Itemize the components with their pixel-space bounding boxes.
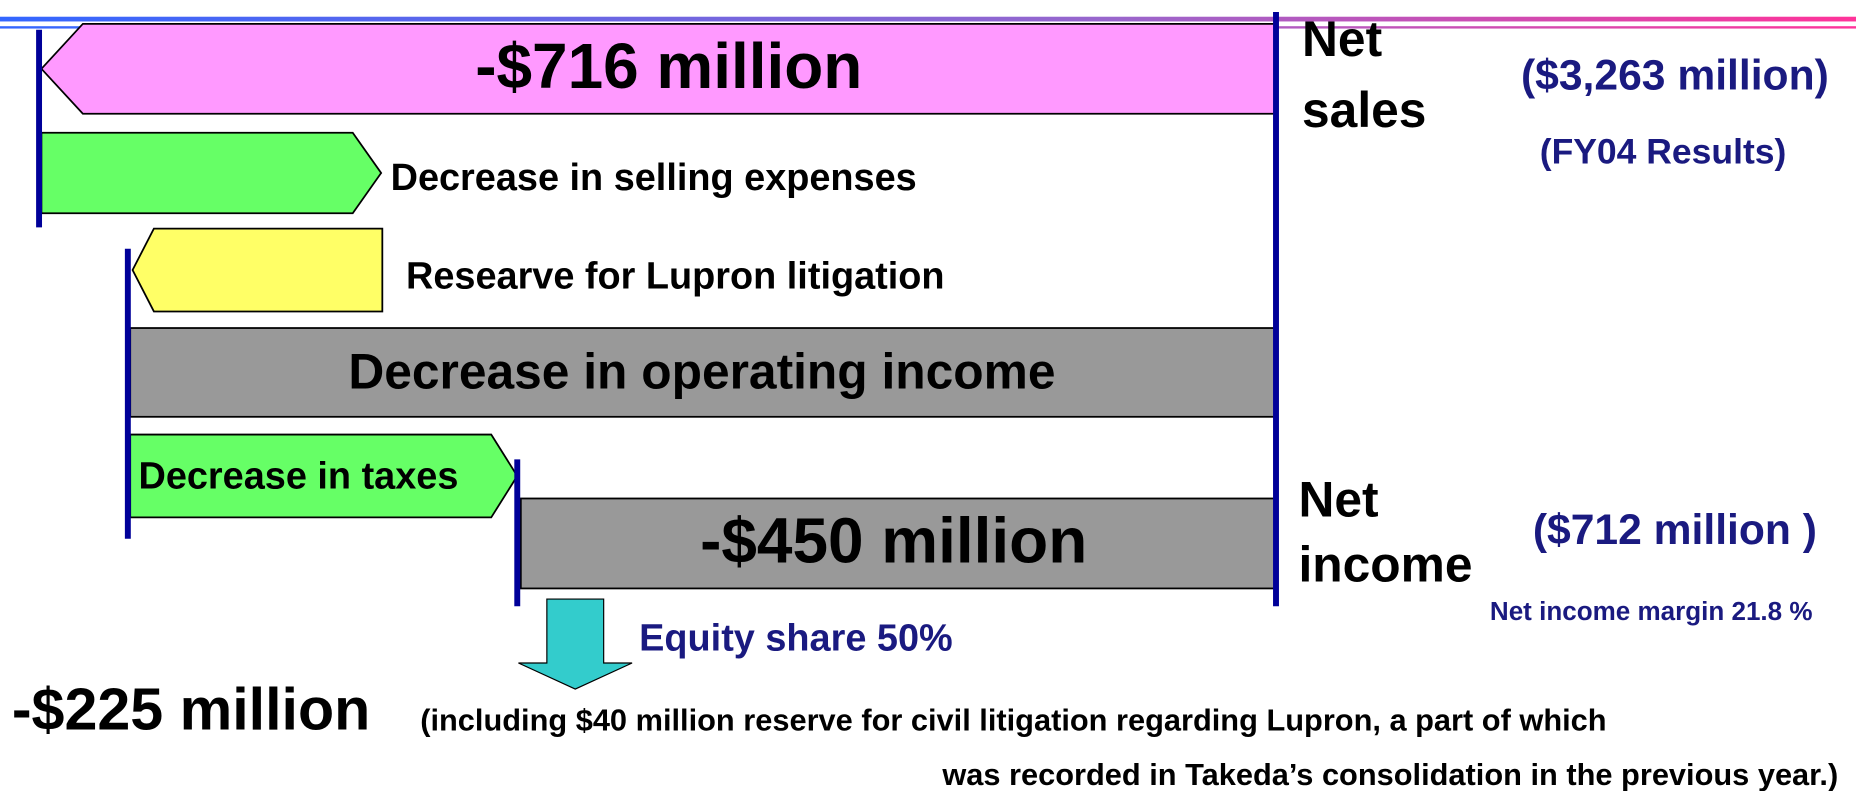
net-income-margin: Net income margin 21.8 % bbox=[1490, 596, 1813, 626]
bar-label: Decrease in selling expenses bbox=[391, 157, 917, 199]
bar-label: -$716 million bbox=[475, 30, 862, 102]
net-income-label: Net bbox=[1298, 471, 1378, 527]
net-sales-label: Net bbox=[1302, 11, 1382, 67]
operating-bar bbox=[129, 327, 1277, 418]
net-income-label: income bbox=[1298, 536, 1472, 592]
selling-bar bbox=[40, 131, 383, 215]
header-line bbox=[0, 16, 1856, 22]
result-note: was recorded in Takeda’s consolidation i… bbox=[941, 757, 1838, 791]
bar-label: -$450 million bbox=[700, 505, 1087, 577]
down-arrow bbox=[518, 598, 633, 690]
result-amount: -$225 million bbox=[12, 676, 370, 743]
equity-share: Equity share 50% bbox=[639, 618, 953, 660]
net-sales-label: sales bbox=[1302, 82, 1426, 138]
net-income-amount: ($712 million ) bbox=[1533, 506, 1817, 554]
net-sales-note: (FY04 Results) bbox=[1540, 131, 1787, 171]
net-sales-amount: ($3,263 million) bbox=[1521, 52, 1829, 100]
bar-label: Decrease in taxes bbox=[138, 455, 458, 497]
lupron-bar bbox=[131, 227, 384, 313]
bar-label: Decrease in operating income bbox=[348, 344, 1055, 400]
bar-label: Researve for Lupron litigation bbox=[406, 255, 945, 297]
result-note: (including $40 million reserve for civil… bbox=[420, 702, 1606, 737]
